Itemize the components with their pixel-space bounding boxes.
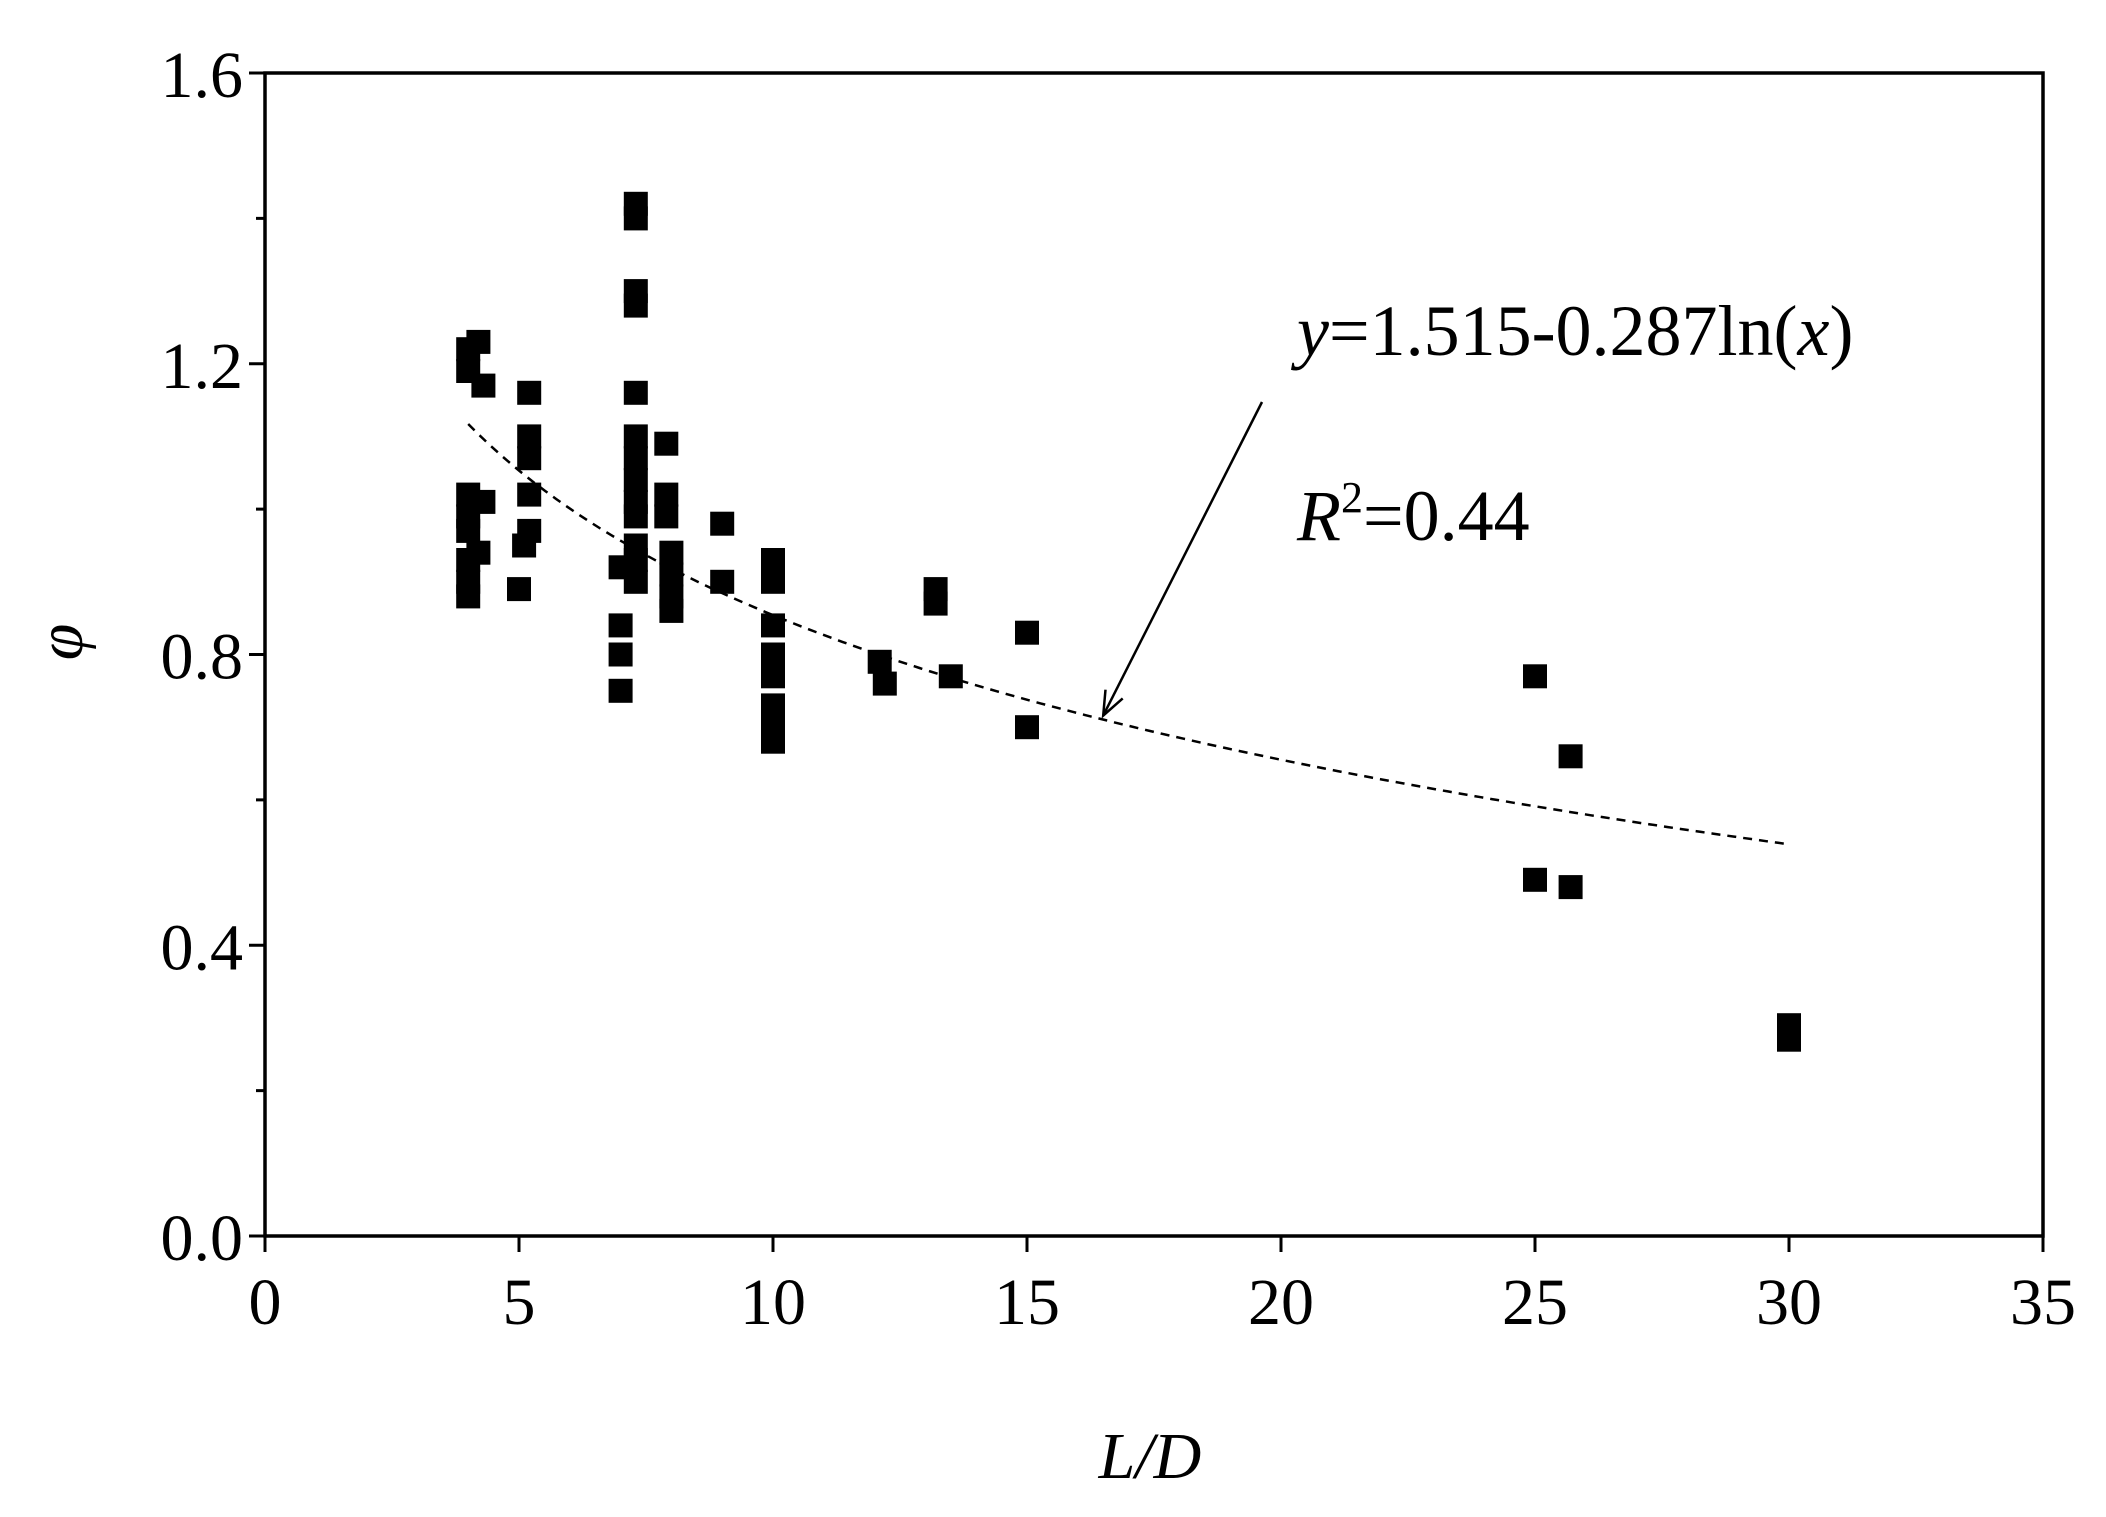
data-point [761, 642, 785, 667]
x-tick-label: 10 [740, 1266, 806, 1339]
x-tick-label: 25 [1502, 1266, 1568, 1339]
data-point [456, 584, 481, 609]
data-point [623, 569, 648, 594]
y-tick-label: 1.6 [161, 39, 244, 112]
data-point [608, 642, 633, 667]
fit-equation-label: y=1.515-0.287ln(x) [1290, 291, 1853, 371]
data-point [938, 664, 963, 689]
data-point [654, 431, 679, 456]
data-point [867, 649, 892, 674]
r2-R: R [1296, 476, 1341, 556]
r2-rest: =0.44 [1363, 476, 1530, 556]
data-point [623, 548, 648, 572]
data-point [654, 482, 679, 507]
data-point [659, 562, 684, 587]
data-point [466, 329, 491, 354]
data-point [471, 489, 496, 514]
eq-y: y [1290, 291, 1329, 371]
data-point [608, 678, 633, 703]
x-tick-label: 15 [994, 1266, 1060, 1339]
data-point [761, 693, 785, 718]
y-tick-label: 0.8 [161, 621, 244, 694]
data-point [1015, 715, 1039, 740]
y-tick-label: 0.0 [161, 1202, 244, 1275]
data-point [761, 548, 785, 572]
data-point [517, 380, 542, 405]
data-point [1523, 867, 1547, 892]
data-point [761, 569, 785, 594]
data-point [1777, 1027, 1801, 1052]
axis-ticks [249, 71, 2045, 1252]
r-squared-label: R2=0.44 [1296, 473, 1530, 556]
data-point [517, 424, 542, 449]
data-point [761, 729, 785, 754]
y-tick-label: 0.4 [161, 911, 244, 984]
data-point [710, 511, 735, 536]
r2-sup: 2 [1341, 473, 1363, 522]
data-point [623, 380, 648, 405]
x-tick-label: 0 [249, 1266, 282, 1339]
data-point [710, 569, 735, 594]
data-point [1558, 744, 1583, 769]
data-point [471, 373, 496, 398]
data-point [1015, 620, 1039, 645]
x-axis-title: L/D [1098, 1420, 1202, 1493]
data-point [872, 671, 897, 696]
data-point [623, 504, 648, 529]
data-points [456, 191, 1801, 1052]
eq-x: x [1797, 291, 1830, 371]
data-point [517, 482, 542, 507]
data-point [623, 424, 648, 449]
data-point [923, 591, 948, 616]
axis-tick-labels: 0 5 10 15 20 25 30 35 0.0 0.4 0.8 1.2 1.6 [161, 39, 2077, 1339]
data-point [517, 518, 542, 543]
data-point [623, 206, 648, 231]
annotation-arrow [1102, 401, 1264, 717]
data-point [456, 518, 481, 543]
x-tick-label: 5 [503, 1266, 536, 1339]
data-point [659, 598, 684, 623]
data-point [623, 446, 648, 471]
data-point [623, 293, 648, 318]
eq-close: ) [1830, 291, 1854, 371]
y-axis-title: φ [24, 624, 97, 661]
data-point [654, 504, 679, 529]
annotation-arrow-head [1101, 689, 1124, 719]
data-point [659, 540, 684, 565]
x-tick-label: 30 [1756, 1266, 1822, 1339]
data-point [761, 613, 785, 638]
data-point [507, 577, 531, 602]
data-point [466, 540, 491, 565]
data-point [517, 446, 542, 471]
x-tick-label: 35 [2010, 1266, 2076, 1339]
plot-area-frame [263, 71, 2045, 1238]
data-point [761, 664, 785, 689]
data-point [1523, 664, 1547, 689]
eq-rest: =1.515-0.287ln( [1329, 291, 1798, 371]
data-point [608, 613, 633, 638]
data-point [623, 468, 648, 492]
data-point [1558, 875, 1583, 900]
x-tick-label: 20 [1248, 1266, 1314, 1339]
y-tick-label: 1.2 [161, 330, 244, 403]
